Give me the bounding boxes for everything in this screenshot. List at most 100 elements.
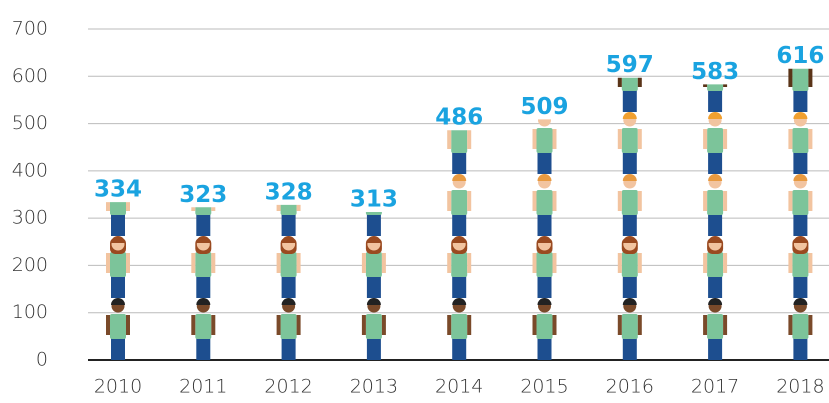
leg (537, 152, 552, 174)
torso (365, 314, 382, 339)
arm (211, 253, 216, 273)
x-tick-label: 2016 (606, 376, 654, 398)
leg (708, 90, 723, 112)
arm (296, 253, 301, 273)
hair (622, 174, 637, 181)
arm (552, 315, 557, 335)
arm (532, 253, 537, 273)
y-tick-label: 400 (12, 159, 48, 181)
arm (788, 315, 793, 335)
leg (537, 276, 552, 298)
arm (703, 191, 708, 211)
leg (622, 214, 637, 236)
leg (366, 214, 381, 236)
arm (447, 191, 452, 211)
leg (366, 338, 381, 360)
arm (808, 191, 813, 211)
torso (280, 314, 297, 339)
arm (637, 77, 642, 87)
hair (452, 174, 467, 181)
torso (792, 252, 809, 277)
hair (452, 298, 467, 305)
torso (707, 252, 724, 277)
torso (110, 314, 126, 339)
torso (792, 314, 809, 339)
hair (367, 174, 381, 181)
hair (366, 298, 381, 305)
arm (211, 207, 216, 211)
hair (196, 174, 210, 181)
head (538, 119, 551, 127)
leg (708, 214, 723, 236)
leg (793, 214, 808, 236)
torso (451, 252, 468, 277)
arm (723, 84, 728, 87)
arm (191, 253, 196, 273)
arm (361, 253, 366, 273)
arm (447, 315, 452, 335)
arm (703, 315, 708, 335)
leg (111, 338, 125, 360)
bar (447, 130, 472, 360)
arm (211, 315, 216, 335)
arm (106, 202, 110, 211)
arm (703, 253, 708, 273)
leg (622, 152, 637, 174)
torso (792, 68, 809, 91)
hair (622, 298, 637, 305)
torso (621, 128, 638, 153)
arm (808, 68, 813, 87)
leg (537, 214, 552, 236)
torso (110, 202, 126, 215)
value-label: 334 (94, 177, 142, 203)
arm (361, 315, 366, 335)
value-label: 323 (179, 182, 227, 208)
bar (276, 204, 301, 360)
leg (281, 214, 296, 236)
torso (707, 84, 724, 91)
arm (788, 68, 793, 87)
arm (296, 315, 301, 335)
torso (365, 211, 382, 215)
leg (793, 338, 808, 360)
hair (537, 236, 552, 243)
x-tick-label: 2018 (776, 376, 824, 398)
arm (723, 191, 728, 211)
arm (532, 129, 537, 149)
value-label: 583 (691, 59, 739, 85)
leg (111, 276, 125, 298)
hair (622, 112, 637, 119)
value-label: 616 (776, 43, 824, 69)
torso (195, 207, 212, 215)
arm (532, 315, 537, 335)
leg (537, 338, 552, 360)
leg (196, 214, 211, 236)
torso (110, 252, 126, 277)
arm (381, 253, 386, 273)
leg (793, 152, 808, 174)
leg (281, 276, 296, 298)
leg (452, 276, 467, 298)
torso (707, 190, 724, 215)
arm (637, 191, 642, 211)
arm (617, 191, 622, 211)
torso (621, 314, 638, 339)
arm (617, 253, 622, 273)
arm (276, 204, 281, 211)
leg (793, 276, 808, 298)
hair (708, 298, 723, 305)
arm (617, 77, 622, 87)
x-tick-label: 2013 (350, 376, 398, 398)
torso (280, 252, 297, 277)
value-label: 328 (265, 179, 313, 205)
arm (808, 253, 813, 273)
arm (552, 191, 557, 211)
y-tick-label: 500 (12, 112, 48, 134)
leg (622, 338, 637, 360)
y-tick-label: 600 (12, 65, 48, 87)
arm (552, 129, 557, 149)
leg (281, 338, 296, 360)
torso (536, 314, 553, 339)
leg (708, 152, 723, 174)
leg (452, 214, 467, 236)
